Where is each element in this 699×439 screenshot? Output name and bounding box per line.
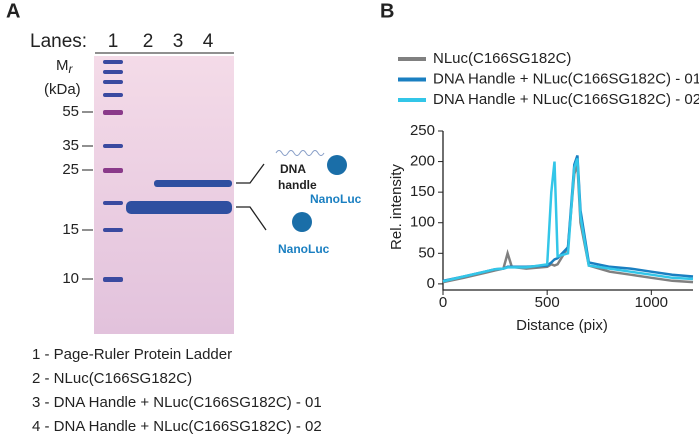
x-tick-label: 500: [535, 294, 560, 311]
y-tick-label: 100: [410, 214, 435, 231]
marker-label: 55: [62, 103, 79, 120]
handle-label: handle: [278, 178, 317, 192]
lane-label: 3: [173, 31, 184, 52]
series-line: [442, 164, 694, 284]
y-tick-label: 0: [427, 275, 435, 292]
marker-label: 35: [62, 137, 79, 154]
pointer: [236, 163, 265, 184]
dna-label: DNA: [280, 162, 306, 176]
y-tick-label: 250: [410, 122, 435, 139]
lane-label: 1: [108, 31, 119, 52]
key-entry: 2 - NLuc(C166SG182C): [32, 370, 192, 387]
dna-strand: [275, 150, 325, 156]
mr-label: Mr: [56, 57, 74, 76]
lane-label: 2: [143, 31, 154, 52]
axis-line: [442, 131, 693, 291]
panel-label: A: [6, 0, 20, 22]
key-entry: 4 - DNA Handle + NLuc(C166SG182C) - 02: [32, 418, 322, 435]
legend-label: DNA Handle + NLuc(C166SG182C) - 01: [433, 70, 699, 87]
marker-label: 10: [62, 270, 79, 287]
legend-label: NLuc(C166SG182C): [433, 50, 571, 67]
series-line: [442, 158, 694, 283]
y-tick-label: 150: [410, 183, 435, 200]
series-line: [442, 155, 694, 283]
key-entry: 1 - Page-Ruler Protein Ladder: [32, 346, 232, 363]
sample-bands: [126, 180, 232, 214]
nanoluc-label: NanoLuc: [310, 192, 362, 206]
lane-label: 4: [203, 31, 214, 52]
unit-label: (kDa): [44, 81, 81, 98]
x-tick-label: 1000: [635, 294, 668, 311]
pointer: [236, 206, 267, 231]
protein-icon: [292, 212, 312, 232]
marker-ticks: [82, 111, 93, 280]
panel-label: B: [380, 0, 394, 22]
y-tick-label: 200: [410, 153, 435, 170]
legend-label: DNA Handle + NLuc(C166SG182C) - 02: [433, 91, 699, 108]
y-tick-label: 50: [418, 244, 435, 261]
ladder-bands: [103, 60, 123, 282]
marker-label: 25: [62, 161, 79, 178]
marker-label: 15: [62, 221, 79, 238]
x-tick-label: 0: [439, 294, 447, 311]
y-axis-label: Rel. intensity: [388, 164, 405, 250]
lanes-label: Lanes:: [30, 31, 87, 52]
nanoluc-label: NanoLuc: [278, 242, 330, 256]
gel: [94, 56, 234, 334]
protein-icon: [327, 155, 347, 175]
key-entry: 3 - DNA Handle + NLuc(C166SG182C) - 01: [32, 394, 322, 411]
x-axis-label: Distance (pix): [516, 317, 608, 334]
